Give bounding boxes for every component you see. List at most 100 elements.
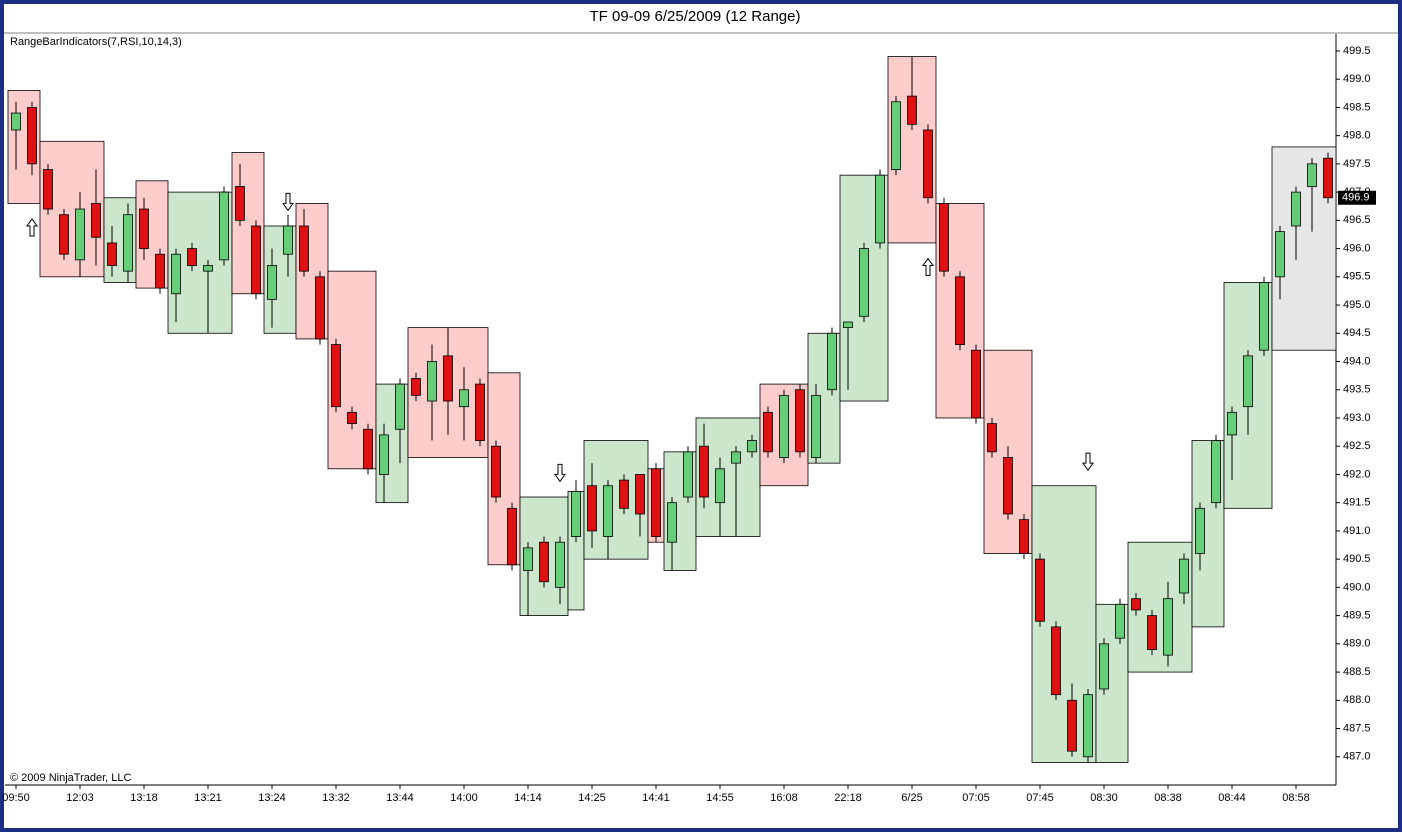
candle-body xyxy=(859,248,869,317)
candle-body xyxy=(219,191,229,261)
candle-body xyxy=(1131,598,1141,611)
x-tick-label: 13:32 xyxy=(322,792,350,804)
candle-body xyxy=(587,485,597,532)
candle-body xyxy=(779,394,789,458)
y-tick-label: 495.5 xyxy=(1343,271,1371,283)
candle-body xyxy=(443,355,453,402)
candle-body xyxy=(459,389,469,408)
candle-body xyxy=(1275,231,1285,278)
x-tick-label: 08:38 xyxy=(1154,792,1182,804)
candle-body xyxy=(875,174,885,244)
candle-body xyxy=(619,479,629,509)
candle-body xyxy=(1195,507,1205,554)
candle-body xyxy=(411,378,421,396)
candle-body xyxy=(907,95,917,125)
candle-body xyxy=(731,451,741,464)
chart-title: TF 09-09 6/25/2009 (12 Range) xyxy=(590,8,801,25)
y-tick-label: 495.0 xyxy=(1343,299,1371,311)
candle-body xyxy=(1147,615,1157,650)
x-tick-label: 22:18 xyxy=(834,792,862,804)
y-tick-label: 499.0 xyxy=(1343,73,1371,85)
candle-body xyxy=(891,101,901,170)
x-tick-label: 14:14 xyxy=(514,792,542,804)
y-tick-label: 490.0 xyxy=(1343,581,1371,593)
x-tick-label: 07:05 xyxy=(962,792,990,804)
candle-body xyxy=(651,468,661,537)
candle-body xyxy=(1003,457,1013,515)
candle-body xyxy=(427,361,437,402)
candle-body xyxy=(715,468,725,504)
y-tick-label: 493.0 xyxy=(1343,412,1371,424)
candle-body xyxy=(763,411,773,453)
candle-body xyxy=(987,423,997,453)
x-tick-label: 13:44 xyxy=(386,792,414,804)
x-tick-label: 09:50 xyxy=(2,792,30,804)
candle-body xyxy=(1179,558,1189,594)
x-tick-label: 13:24 xyxy=(258,792,286,804)
candle-body xyxy=(155,253,165,289)
candle-body xyxy=(1099,643,1109,690)
candle-body xyxy=(1307,163,1317,187)
candle-body xyxy=(555,541,565,588)
y-tick-label: 491.5 xyxy=(1343,497,1371,509)
candle-body xyxy=(939,202,949,272)
candle-body xyxy=(507,507,517,566)
copyright: © 2009 NinjaTrader, LLC xyxy=(10,772,131,784)
y-tick-label: 487.5 xyxy=(1343,722,1371,734)
candle-body xyxy=(187,248,197,266)
candle-body xyxy=(43,169,53,210)
candle-body xyxy=(1083,694,1093,758)
signal-arrow xyxy=(1082,452,1094,472)
candle-body xyxy=(475,383,485,441)
y-tick-label: 497.5 xyxy=(1343,158,1371,170)
candle-body xyxy=(283,225,293,255)
x-tick-label: 14:55 xyxy=(706,792,734,804)
candle-body xyxy=(1243,355,1253,408)
candle-body xyxy=(843,321,853,329)
candle-body xyxy=(347,411,357,425)
candle-body xyxy=(251,225,261,295)
x-tick-label: 14:25 xyxy=(578,792,606,804)
candle-body xyxy=(331,344,341,408)
candle-body xyxy=(59,214,69,255)
candle-body xyxy=(123,214,133,272)
candle-body xyxy=(139,208,149,249)
signal-arrow xyxy=(922,257,934,277)
candle-body xyxy=(75,208,85,261)
x-tick-label: 13:21 xyxy=(194,792,222,804)
y-tick-label: 494.0 xyxy=(1343,355,1371,367)
candle-body xyxy=(667,502,677,543)
y-tick-label: 499.5 xyxy=(1343,45,1371,57)
x-tick-label: 12:03 xyxy=(66,792,94,804)
candle-body xyxy=(1019,519,1029,554)
x-tick-label: 08:44 xyxy=(1218,792,1246,804)
candle-body xyxy=(1115,603,1125,639)
x-tick-label: 08:30 xyxy=(1090,792,1118,804)
y-tick-label: 492.5 xyxy=(1343,440,1371,452)
y-tick-label: 493.5 xyxy=(1343,384,1371,396)
candle-body xyxy=(923,129,933,199)
candle-body xyxy=(1163,598,1173,656)
y-tick-label: 492.0 xyxy=(1343,468,1371,480)
candle-body xyxy=(1035,558,1045,622)
candle-body xyxy=(747,440,757,453)
candle-body xyxy=(315,276,325,340)
candle-body xyxy=(27,107,37,165)
signal-arrow xyxy=(282,192,294,212)
candle-body xyxy=(683,451,693,498)
x-tick-label: 13:18 xyxy=(130,792,158,804)
x-tick-label: 14:00 xyxy=(450,792,478,804)
y-tick-label: 489.5 xyxy=(1343,610,1371,622)
candle-body xyxy=(395,383,405,430)
x-tick-label: 08:58 xyxy=(1282,792,1310,804)
candle-body xyxy=(971,349,981,419)
y-tick-label: 488.5 xyxy=(1343,666,1371,678)
signal-arrow xyxy=(554,463,566,483)
signal-arrow xyxy=(26,218,38,237)
candle-body xyxy=(267,265,277,300)
candle-body xyxy=(635,474,645,515)
candle-body xyxy=(11,112,21,131)
y-tick-label: 491.0 xyxy=(1343,525,1371,537)
x-tick-label: 07:45 xyxy=(1026,792,1054,804)
